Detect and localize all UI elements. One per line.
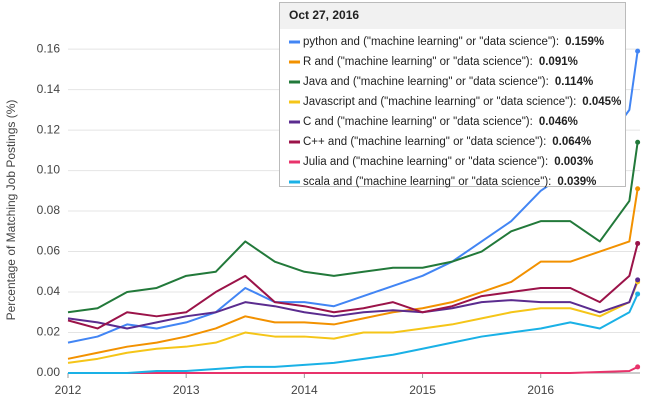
- tooltip-value: 0.046%: [539, 116, 578, 128]
- legend-entry: python and ("machine learning" or "data …: [303, 36, 559, 48]
- tooltip-value: 0.039%: [557, 176, 596, 188]
- tooltip-title: Oct 27, 2016: [289, 8, 359, 22]
- y-tick-label: 0.16: [37, 41, 61, 55]
- y-tick-label: 0.00: [37, 365, 61, 379]
- x-tick-label: 2014: [291, 383, 318, 397]
- series-line: [67, 243, 639, 330]
- y-tick-label: 0.06: [37, 244, 61, 258]
- x-tick-label: 2012: [55, 383, 82, 397]
- legend-entry: Java and ("machine learning" or "data sc…: [303, 76, 549, 88]
- y-tick-label: 0.12: [37, 122, 61, 136]
- legend-entry: scala and ("machine learning" or "data s…: [303, 176, 551, 188]
- tooltip-box: [279, 2, 626, 187]
- legend-entry: Julia and ("machine learning" or "data s…: [303, 156, 548, 168]
- tooltip-value: 0.159%: [565, 36, 604, 48]
- series-line: [68, 293, 639, 374]
- series-line: [68, 366, 639, 374]
- hover-dot: [635, 364, 641, 370]
- legend-entry: Javascript and ("machine learning" or "d…: [303, 96, 576, 108]
- y-tick-label: 0.08: [37, 203, 61, 217]
- hover-dot: [635, 291, 641, 297]
- y-axis-label: Percentage of Matching Job Postings (%): [4, 100, 18, 321]
- legend-entry: C and ("machine learning" or "data scien…: [303, 116, 533, 128]
- tooltip-value: 0.003%: [554, 156, 593, 168]
- hover-dot: [635, 139, 641, 145]
- x-tick-label: 2016: [527, 383, 554, 397]
- y-tick-label: 0.04: [37, 284, 61, 298]
- tooltip-value: 0.091%: [539, 56, 578, 68]
- tooltip-value: 0.045%: [582, 96, 621, 108]
- y-tick-label: 0.14: [37, 82, 61, 96]
- tooltip-value: 0.114%: [555, 76, 593, 88]
- hover-dot: [635, 277, 641, 283]
- tooltip-header: [280, 3, 625, 29]
- series-line: [67, 279, 639, 330]
- hover-dot: [635, 240, 641, 246]
- legend-entry: C++ and ("machine learning" or "data sci…: [303, 136, 546, 148]
- tooltip-value: 0.064%: [552, 136, 591, 148]
- series-line: [67, 142, 639, 314]
- hover-dot: [635, 48, 641, 54]
- series-line: [67, 188, 639, 360]
- y-tick-label: 0.02: [37, 325, 61, 339]
- tooltip: Oct 27, 2016 python and ("machine learni…: [279, 2, 626, 188]
- x-tick-label: 2013: [173, 383, 200, 397]
- hover-dot: [635, 186, 641, 192]
- y-tick-label: 0.10: [37, 163, 61, 177]
- series-line: [67, 281, 639, 364]
- legend-entry: R and ("machine learning" or "data scien…: [303, 56, 533, 68]
- x-tick-label: 2015: [409, 383, 436, 397]
